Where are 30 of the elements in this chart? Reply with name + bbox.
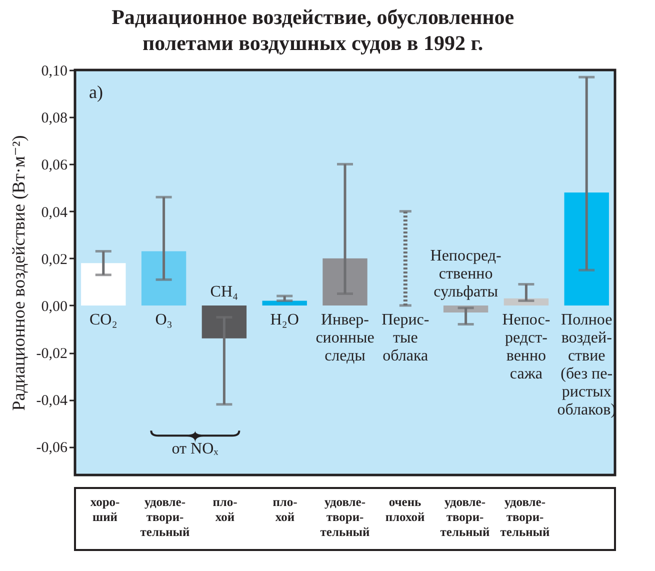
x-tick-label: Непос- редст- венно сажа [502, 311, 550, 382]
text: удовле- твори- тельный [440, 495, 490, 539]
x-tick-label: Полное воздей- ствие (без пе- ристых облаков) [557, 311, 616, 418]
text: пло- хой [272, 495, 298, 524]
text: удовле- твори- тельный [140, 495, 190, 539]
y-tick-label: -0,02 [36, 346, 68, 362]
y-tick-label: -0,06 [36, 440, 68, 456]
text: хоро- ший [90, 495, 120, 524]
annotation: от NOₓ [172, 440, 219, 458]
text: удовле- твори- тельный [320, 495, 370, 539]
y-axis-title: Радиационное воздействие (Вт·м⁻²) [8, 135, 28, 411]
y-tick-label: 0,02 [41, 252, 68, 268]
x-tick-label: CO₂ [89, 311, 118, 328]
text: очень плохой [385, 495, 425, 524]
text: пло- хой [212, 495, 238, 524]
x-tick-label: H₂O [270, 311, 299, 328]
x-tick-label: Непосред- ственно сульфаты [430, 247, 502, 300]
text: удовле- твори- тельный [500, 495, 550, 539]
y-tick-label: 0,04 [41, 204, 68, 221]
x-tick-label: Перис- тые облака [382, 311, 430, 364]
x-tick-label: Инвер- сионные следы [316, 311, 374, 364]
y-tick-label: -0,04 [36, 393, 68, 410]
y-tick-label: 0,08 [41, 110, 68, 127]
chart-title: Радиационное воздействие, обусловленное полетами воздушных судов в 1992 г. [112, 4, 514, 55]
y-tick-label: 0,06 [41, 158, 68, 174]
y-tick-label: 0,00 [41, 298, 68, 315]
x-tick-label: O₃ [155, 311, 172, 328]
y-tick-label: 0,10 [41, 64, 68, 80]
x-tick-label: CH₄ [210, 283, 239, 300]
annotation: a) [89, 82, 103, 102]
